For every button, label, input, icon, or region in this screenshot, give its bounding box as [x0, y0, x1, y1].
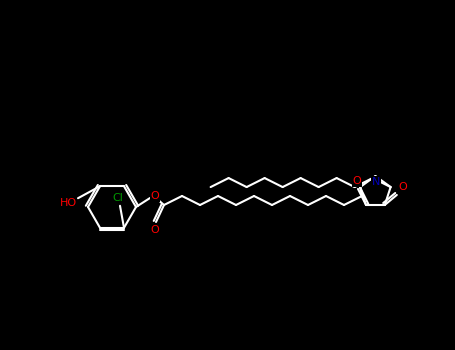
Text: O: O: [353, 176, 361, 186]
Text: HO: HO: [60, 198, 76, 208]
Text: O: O: [399, 182, 407, 192]
Text: Cl: Cl: [112, 193, 123, 203]
Text: O: O: [151, 191, 159, 201]
Text: O: O: [151, 225, 159, 235]
Text: N: N: [372, 177, 380, 187]
